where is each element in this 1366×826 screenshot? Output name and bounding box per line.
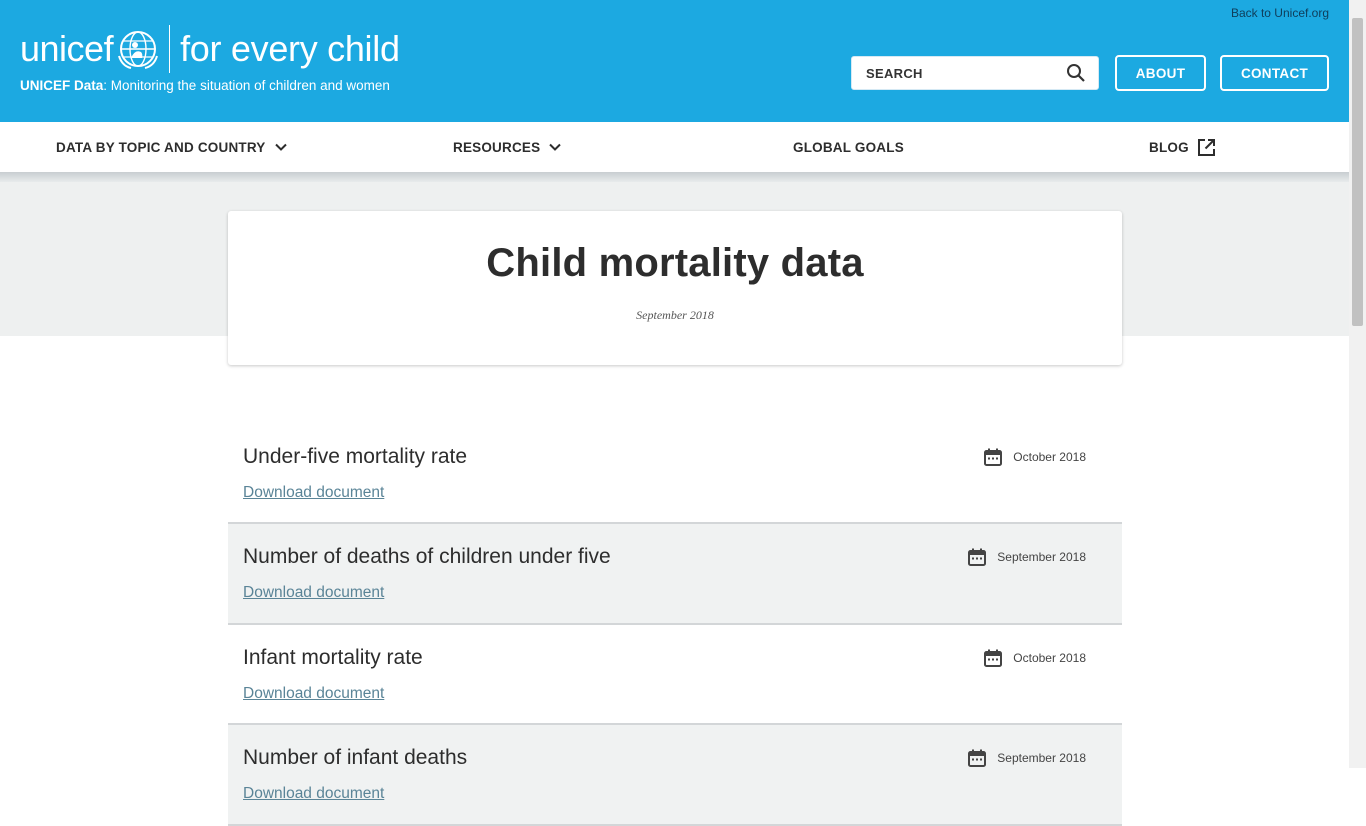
- nav-shadow: [0, 172, 1349, 182]
- document-row: Number of infant deaths Download documen…: [228, 725, 1122, 826]
- logo-divider: [169, 25, 171, 73]
- document-date: September 2018: [967, 547, 1086, 567]
- main-nav: DATA BY TOPIC AND COUNTRY RESOURCES GLOB…: [0, 122, 1349, 172]
- calendar-icon: [968, 749, 987, 767]
- nav-label: DATA BY TOPIC AND COUNTRY: [56, 139, 266, 155]
- document-title: Under-five mortality rate: [243, 445, 468, 468]
- logo-tagline: for every child: [180, 28, 400, 69]
- nav-blog[interactable]: BLOG: [1149, 122, 1216, 172]
- nav-label: RESOURCES: [453, 139, 541, 155]
- page-title: Child mortality data: [486, 241, 864, 285]
- download-document-link[interactable]: Download document: [243, 785, 385, 802]
- scrollbar-thumb[interactable]: [1352, 18, 1363, 326]
- page-date: September 2018: [636, 308, 714, 322]
- back-to-unicef-link[interactable]: Back to Unicef.org: [1230, 6, 1329, 20]
- calendar-icon: [984, 649, 1003, 667]
- document-date-text: October 2018: [1013, 651, 1086, 665]
- document-date-text: October 2018: [1013, 450, 1086, 464]
- nav-label: GLOBAL GOALS: [793, 139, 904, 155]
- contact-button[interactable]: CONTACT: [1220, 55, 1329, 91]
- chevron-down-icon: [274, 143, 287, 151]
- document-date: October 2018: [983, 648, 1086, 668]
- calendar-icon: [984, 448, 1003, 466]
- nav-data-by-topic-and-country[interactable]: DATA BY TOPIC AND COUNTRY: [56, 122, 288, 172]
- document-row: Number of deaths of children under five …: [228, 524, 1122, 625]
- unicef-emblem-icon: [118, 31, 159, 69]
- document-date: September 2018: [967, 748, 1086, 768]
- site-header: Back to Unicef.org unicef for every chil…: [0, 0, 1349, 122]
- external-link-icon: [1197, 138, 1215, 156]
- search-box: [851, 56, 1099, 90]
- logo-wordmark: unicef: [20, 28, 114, 69]
- document-title: Number of deaths of children under five: [243, 545, 611, 568]
- document-title: Infant mortality rate: [243, 646, 423, 669]
- document-date-text: September 2018: [997, 550, 1086, 564]
- calendar-icon: [968, 548, 987, 566]
- nav-global-goals[interactable]: GLOBAL GOALS: [793, 122, 904, 172]
- vertical-scrollbar[interactable]: [1349, 0, 1366, 768]
- logo-subline: UNICEF Data: Monitoring the situation of…: [20, 78, 400, 93]
- subline-bold: UNICEF Data: [20, 78, 104, 93]
- subline-rest: : Monitoring the situation of children a…: [103, 78, 390, 93]
- chevron-down-icon: [549, 143, 562, 151]
- nav-label: BLOG: [1149, 139, 1189, 155]
- download-document-link[interactable]: Download document: [243, 484, 385, 501]
- title-card: Child mortality data September 2018: [228, 211, 1122, 365]
- document-row: Under-five mortality rate Download docum…: [228, 424, 1122, 524]
- search-icon[interactable]: [1066, 63, 1086, 83]
- document-title: Number of infant deaths: [243, 746, 468, 769]
- search-input[interactable]: [852, 58, 1066, 88]
- download-document-link[interactable]: Download document: [243, 685, 385, 702]
- nav-resources[interactable]: RESOURCES: [453, 122, 562, 172]
- logo[interactable]: unicef for every child UNICEF Data: Moni…: [20, 24, 400, 93]
- about-button[interactable]: ABOUT: [1115, 55, 1206, 91]
- document-date: October 2018: [983, 447, 1086, 467]
- document-list: Under-five mortality rate Download docum…: [228, 424, 1122, 826]
- document-date-text: September 2018: [997, 751, 1086, 765]
- document-row: Infant mortality rate Download document …: [228, 625, 1122, 725]
- download-document-link[interactable]: Download document: [243, 584, 385, 601]
